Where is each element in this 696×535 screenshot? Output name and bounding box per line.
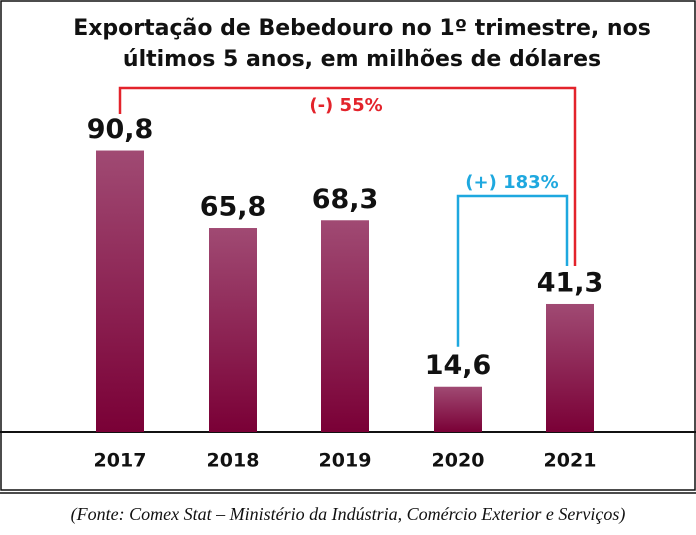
x-tick-label: 2019 [319, 450, 372, 472]
x-tick-label: 2017 [94, 450, 147, 472]
bar [434, 386, 482, 432]
bar [546, 303, 594, 432]
value-label: 65,8 [200, 192, 267, 223]
x-tick-label: 2021 [544, 450, 597, 472]
bracket [118, 86, 577, 266]
bar [321, 220, 369, 432]
value-label: 90,8 [87, 114, 154, 145]
source: (Fonte: Comex Stat – Ministério da Indús… [71, 504, 626, 525]
bar [209, 228, 257, 432]
annotation: (-) 55% [309, 95, 382, 116]
x-tick-label: 2018 [207, 450, 260, 472]
value-label: 14,6 [425, 350, 492, 381]
chart-title: Exportação de Bebedouro no 1º trimestre,… [73, 16, 651, 41]
bracket [456, 194, 569, 347]
frame [0, 0, 696, 491]
value-label: 68,3 [312, 184, 379, 215]
chart-subtitle: últimos 5 anos, em milhões de dólares [123, 47, 601, 72]
value-label: 41,3 [537, 267, 604, 298]
x-tick-label: 2020 [432, 450, 485, 472]
annotation: (+) 183% [465, 172, 558, 193]
bar [96, 150, 144, 432]
